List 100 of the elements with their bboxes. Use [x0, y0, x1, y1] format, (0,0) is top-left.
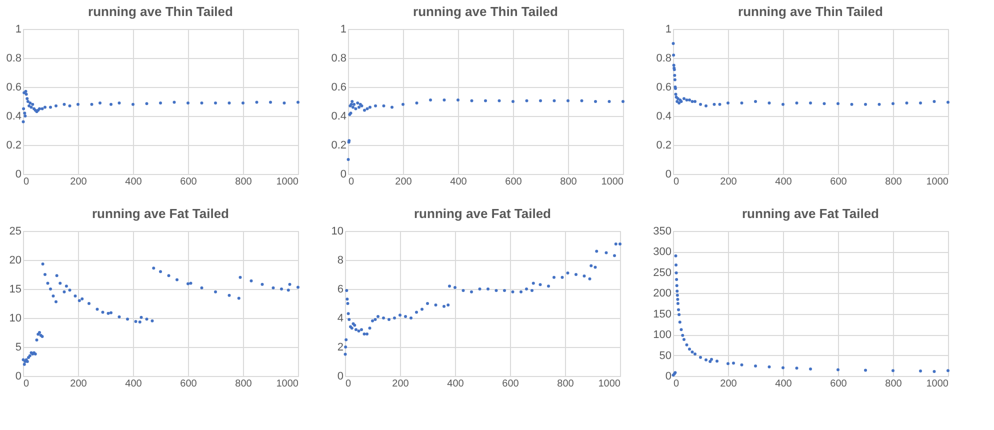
- point: [24, 114, 27, 118]
- point: [49, 106, 52, 109]
- y-tick-label: 0.4: [6, 110, 22, 122]
- point: [688, 98, 691, 102]
- point: [118, 101, 121, 104]
- point: [768, 101, 771, 104]
- x-tick-label: 1000: [276, 378, 299, 390]
- point: [126, 318, 129, 321]
- point: [363, 108, 366, 112]
- point: [98, 101, 102, 104]
- x-tick-label: 600: [830, 378, 848, 390]
- point: [40, 107, 44, 110]
- point: [200, 286, 204, 290]
- x-tick-label: 1000: [598, 378, 621, 390]
- point: [110, 102, 112, 106]
- point: [688, 348, 691, 351]
- point: [718, 102, 722, 106]
- point: [678, 101, 681, 104]
- y-tick-label: 1: [665, 24, 672, 36]
- x-tick-label: 1000: [601, 176, 624, 188]
- point: [676, 294, 679, 297]
- point: [96, 308, 99, 311]
- y-tick-label: 150: [653, 308, 672, 320]
- point: [470, 99, 474, 102]
- y-tick-label: 50: [659, 350, 672, 362]
- point: [269, 100, 272, 104]
- x-tick-label: 400: [125, 378, 142, 390]
- point: [674, 92, 678, 96]
- point: [118, 315, 121, 318]
- point: [704, 104, 708, 108]
- point: [354, 107, 358, 110]
- x-tick-label: 800: [885, 176, 902, 188]
- point: [676, 290, 679, 293]
- point: [674, 254, 678, 258]
- point: [809, 367, 812, 370]
- y-tick-label: 0.2: [656, 140, 672, 152]
- point: [672, 54, 676, 57]
- point: [932, 370, 936, 373]
- point: [795, 101, 798, 104]
- point: [905, 101, 908, 104]
- x-tick-label: 800: [235, 378, 252, 390]
- x-tick-label: 600: [830, 176, 848, 188]
- point: [358, 106, 360, 109]
- point: [350, 100, 354, 103]
- point: [374, 104, 377, 108]
- point: [594, 100, 597, 103]
- point: [678, 313, 681, 316]
- x-tick-label: 200: [720, 176, 738, 188]
- point: [676, 298, 680, 301]
- point: [26, 97, 29, 100]
- y-tick-label: 0.6: [331, 82, 346, 94]
- point: [44, 106, 46, 109]
- point: [673, 74, 676, 77]
- point: [176, 278, 178, 282]
- x-tick-label: 0: [24, 176, 30, 188]
- point: [680, 328, 683, 332]
- point: [622, 100, 624, 103]
- point: [90, 102, 94, 106]
- point: [726, 362, 730, 366]
- point: [28, 354, 32, 358]
- point: [76, 102, 80, 106]
- x-tick-label: 200: [395, 176, 412, 188]
- point: [282, 101, 286, 104]
- point: [140, 316, 143, 319]
- point: [682, 97, 686, 100]
- point: [740, 101, 744, 104]
- point: [699, 102, 702, 106]
- x-tick-label: 1000: [926, 176, 949, 188]
- chart-title: running ave Fat Tailed: [742, 206, 880, 221]
- point: [726, 101, 730, 104]
- x-tick-label: 200: [392, 378, 410, 390]
- point: [552, 99, 556, 102]
- point: [62, 102, 66, 106]
- point: [186, 282, 190, 286]
- y-tick-label: 4: [337, 312, 344, 324]
- x-tick-label: 0: [348, 176, 354, 188]
- x-tick-label: 1000: [276, 176, 299, 188]
- point: [864, 368, 867, 372]
- point: [674, 263, 678, 266]
- x-tick-label: 0: [24, 378, 30, 390]
- point: [732, 362, 735, 365]
- point: [214, 101, 217, 104]
- point: [694, 352, 696, 356]
- point: [512, 100, 514, 103]
- x-tick-label: 800: [885, 378, 902, 390]
- x-tick-label: 0: [674, 378, 680, 390]
- point: [708, 360, 712, 363]
- point: [296, 286, 300, 289]
- point: [919, 101, 922, 104]
- point: [694, 100, 696, 103]
- point: [566, 99, 570, 102]
- point: [878, 102, 881, 106]
- point: [795, 366, 798, 370]
- point: [402, 102, 404, 106]
- y-tick-label: 0.8: [331, 52, 346, 64]
- y-tick-label: 350: [653, 226, 672, 238]
- x-tick-label: 0: [674, 176, 680, 188]
- point: [716, 360, 718, 363]
- y-tick-label: 200: [653, 288, 672, 300]
- point: [172, 100, 176, 104]
